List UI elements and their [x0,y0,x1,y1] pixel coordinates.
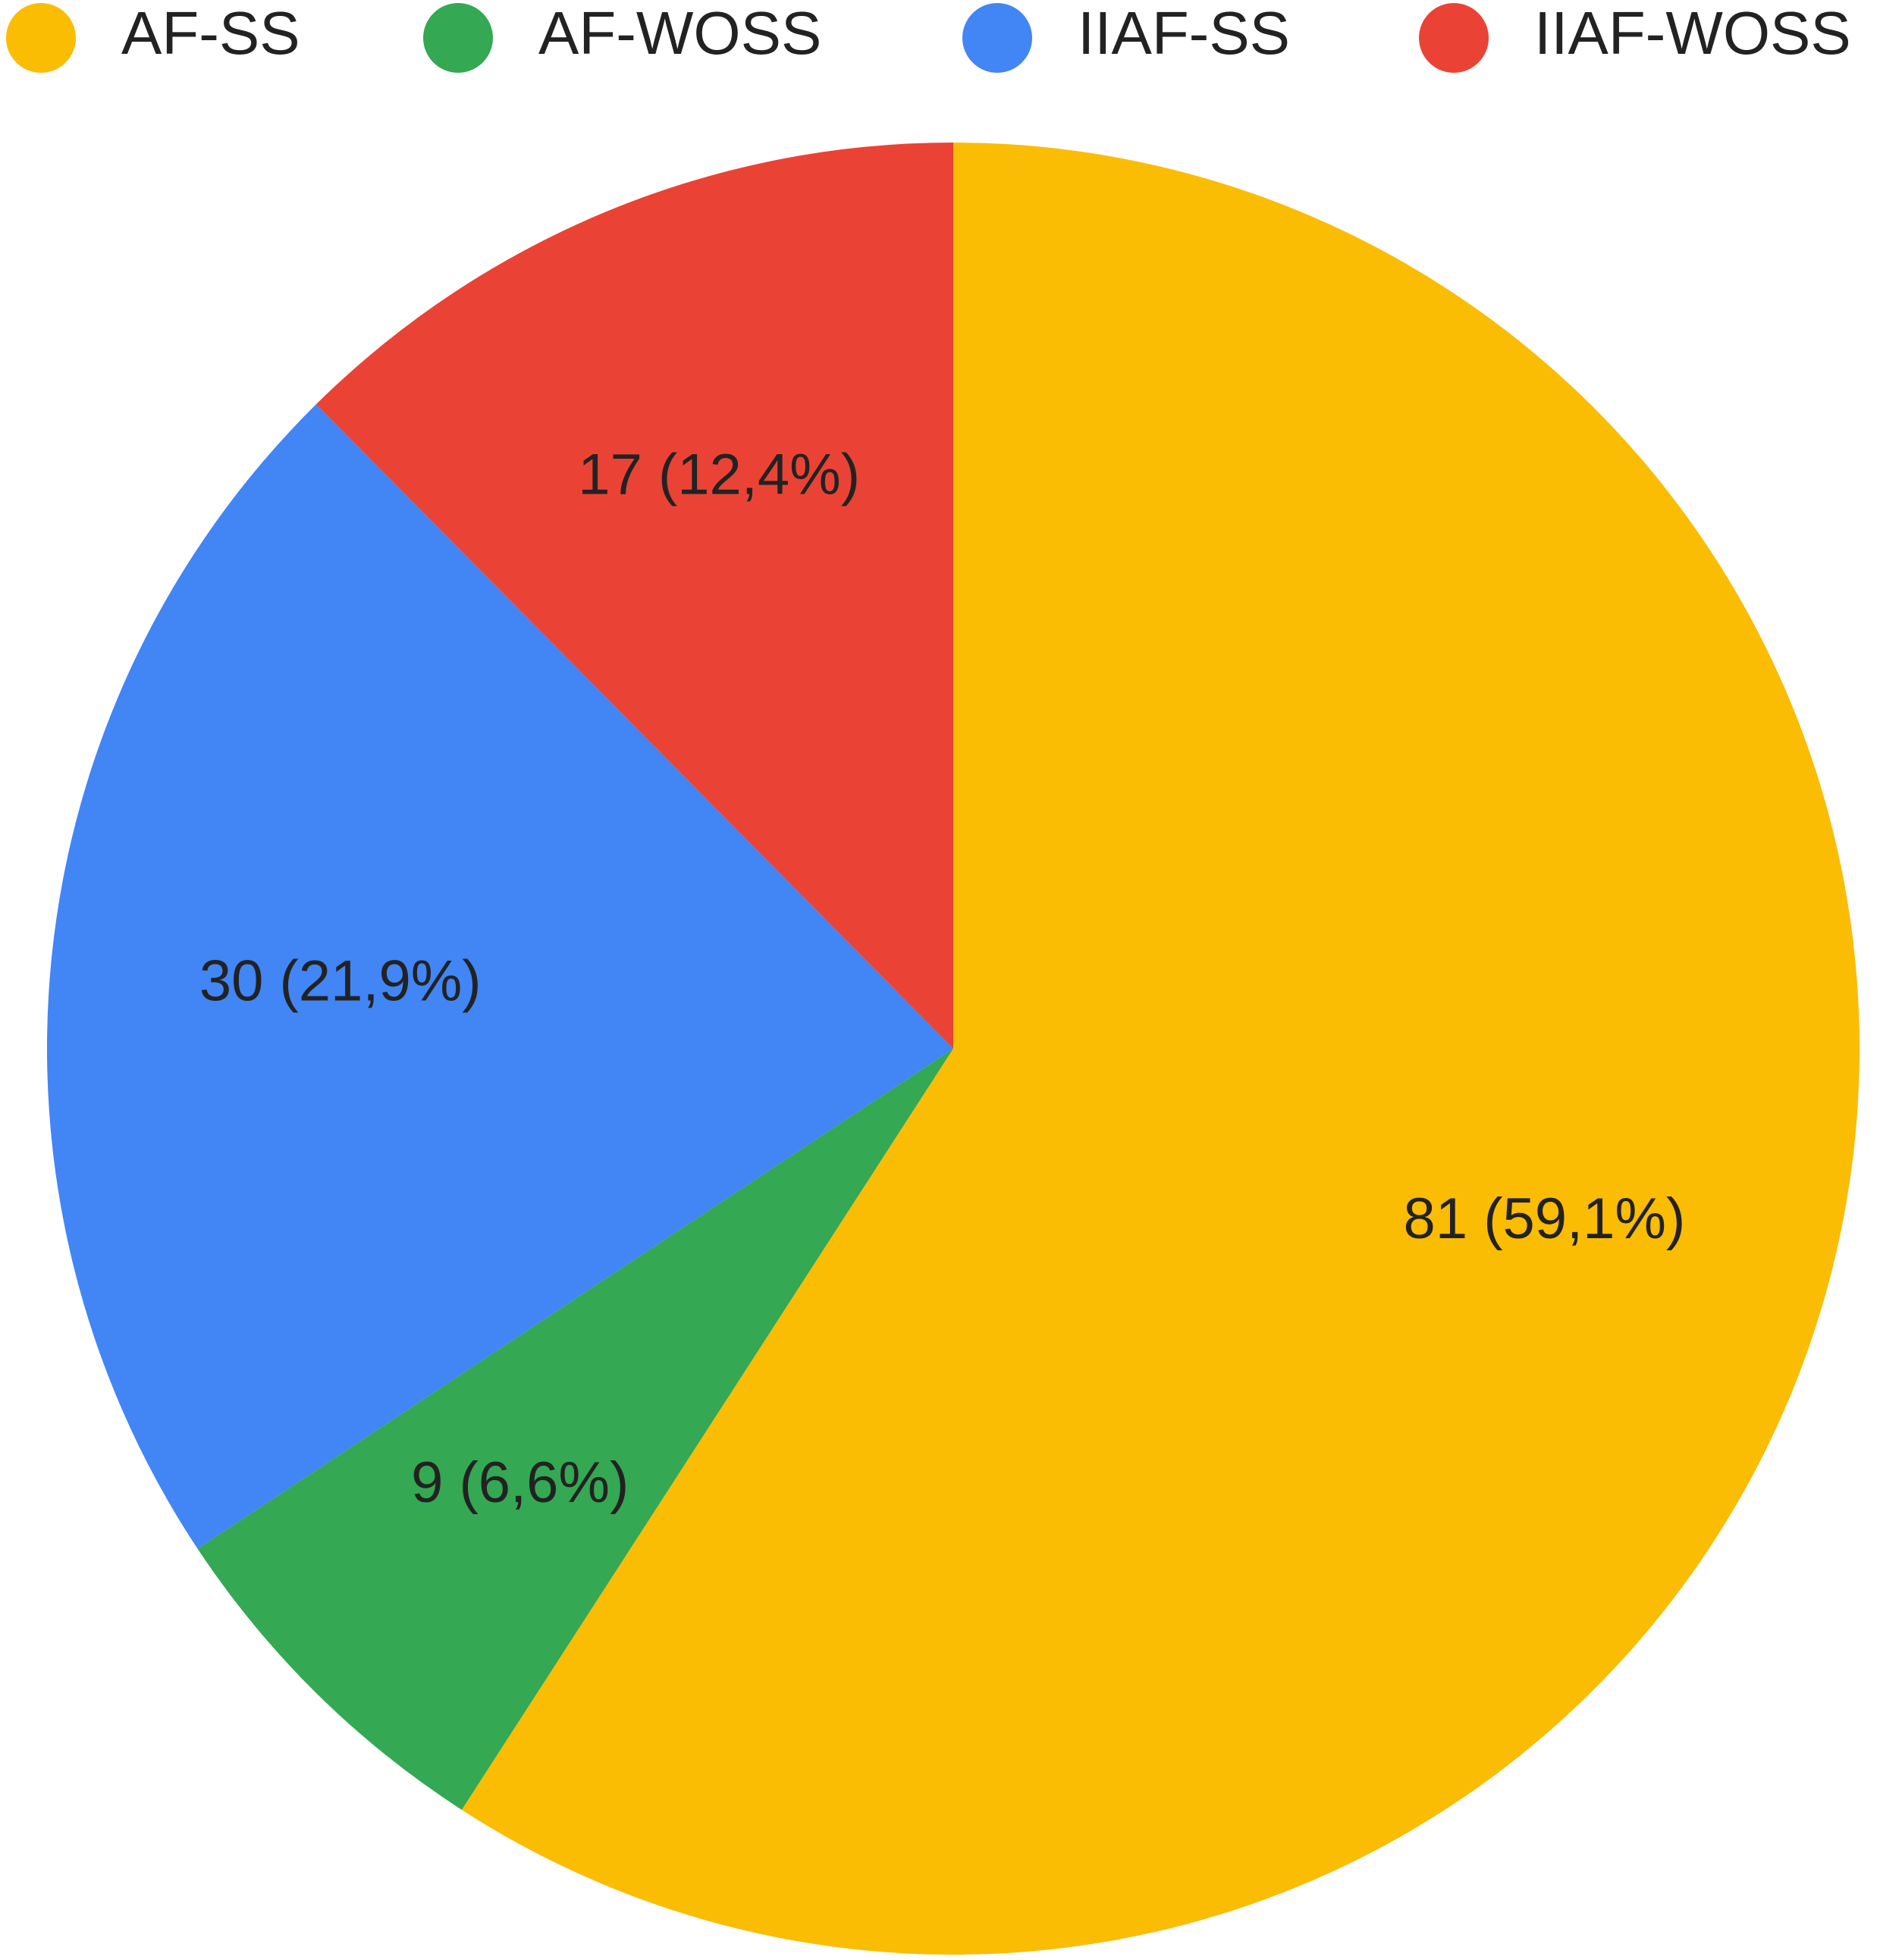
pie-slice [315,143,953,1049]
slice-label: 9 (6,6%) [411,1450,629,1515]
legend-text: IIAF-SS [1078,0,1290,67]
legend-text: AF-SS [121,0,300,67]
legend-text: IIAF-WOSS [1534,0,1851,67]
legend-marker [1419,3,1489,73]
pie-slice [47,404,954,1549]
legend-marker [423,3,493,73]
pie-slice [197,1049,953,1810]
slice-label: 81 (59,1%) [1404,1187,1686,1251]
legend-text: AF-WOSS [538,0,821,67]
slice-label: 30 (21,9%) [199,949,482,1013]
legend-marker [962,3,1032,73]
pie-slice [461,143,1860,1955]
legend-marker [6,3,76,73]
slice-label: 17 (12,4%) [578,442,860,506]
